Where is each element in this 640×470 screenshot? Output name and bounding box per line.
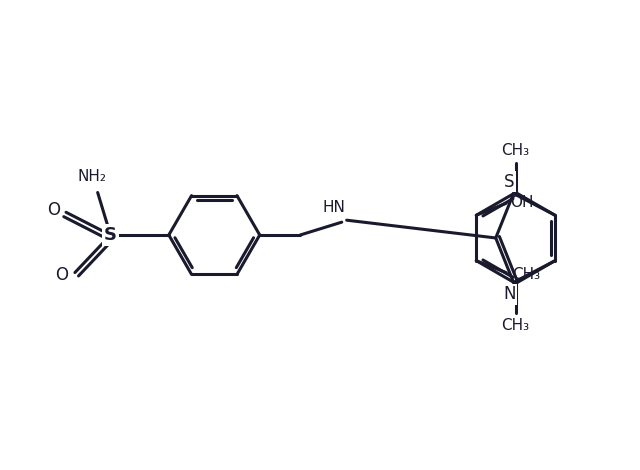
Text: CH₃: CH₃ [502,318,530,333]
Text: NH₂: NH₂ [77,169,106,184]
Text: O: O [47,201,60,219]
Text: HN: HN [323,200,345,215]
Text: S: S [504,172,515,191]
Text: OH: OH [510,195,534,210]
Text: N: N [503,285,516,303]
Text: O: O [56,266,68,283]
Text: CH₃: CH₃ [511,267,540,282]
Text: S: S [104,226,117,244]
Text: CH₃: CH₃ [502,142,530,157]
